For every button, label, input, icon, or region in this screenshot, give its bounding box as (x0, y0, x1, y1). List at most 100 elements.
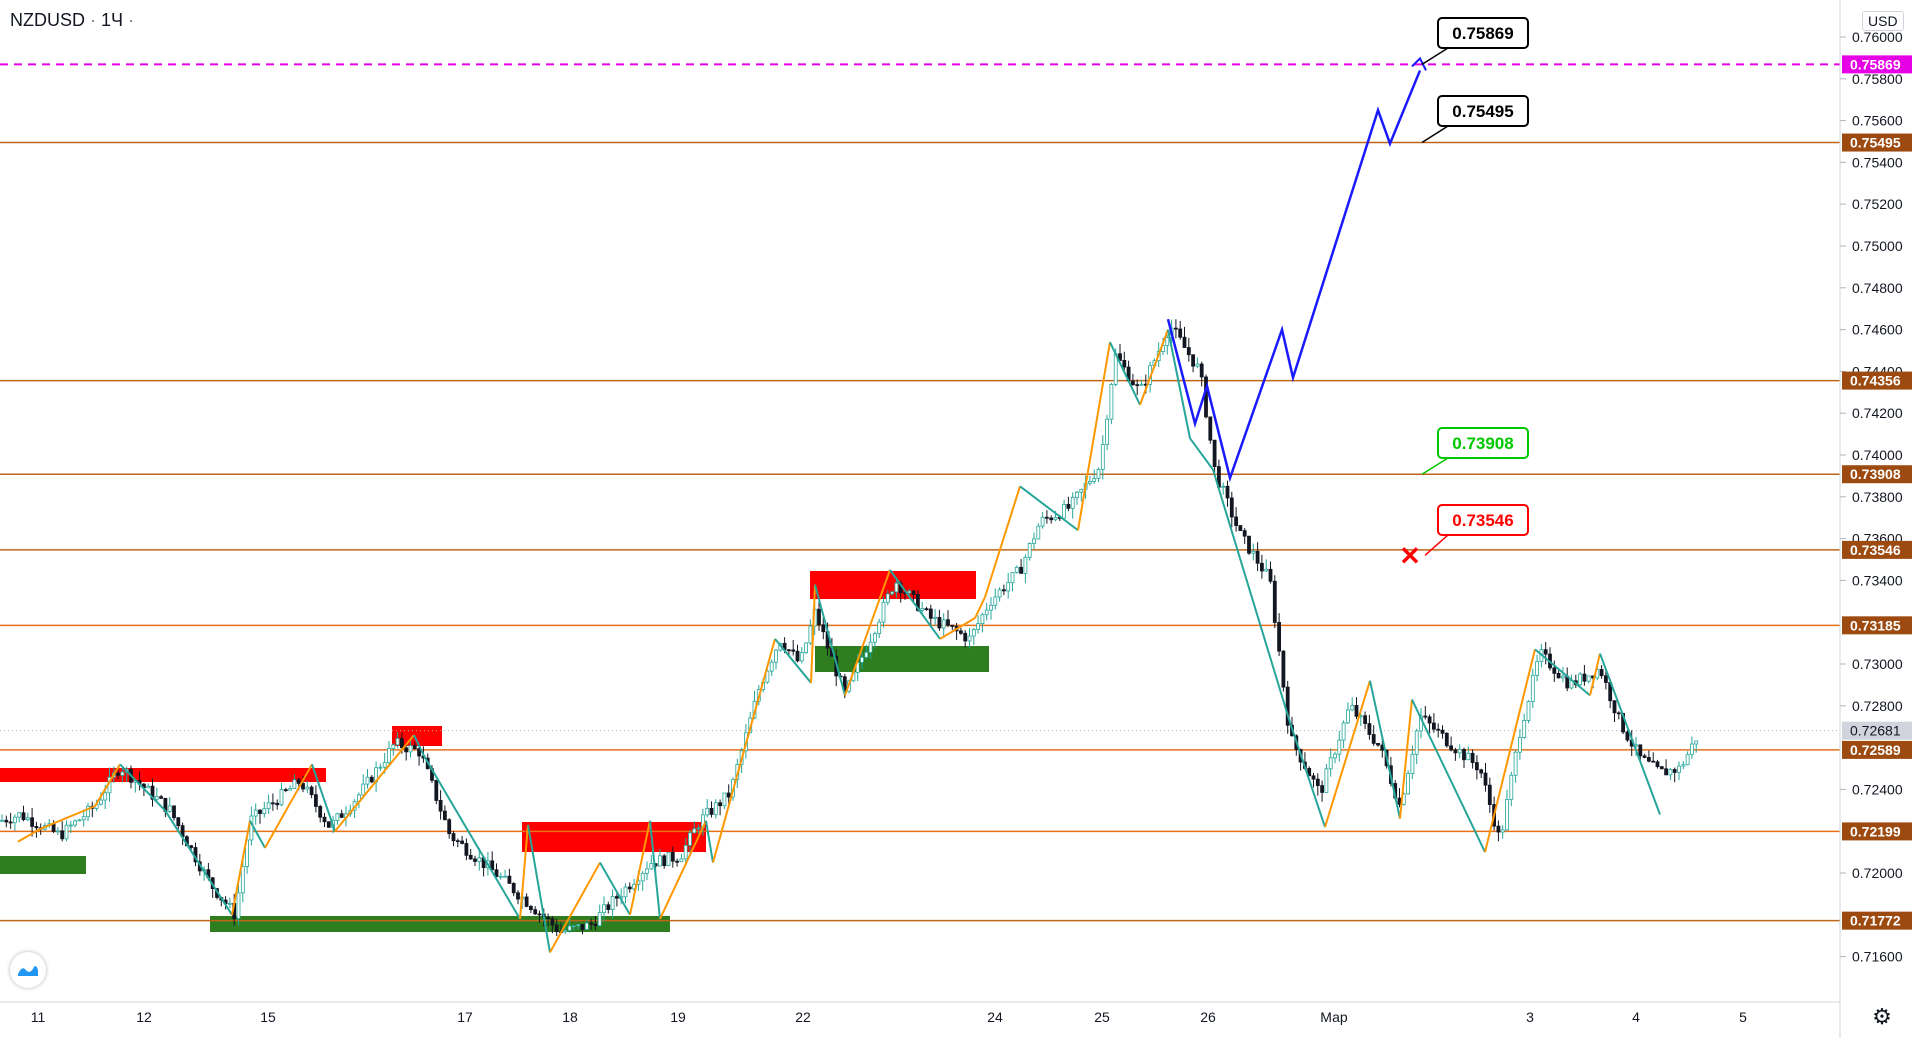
candle-body (696, 827, 701, 830)
support-zone[interactable] (815, 646, 989, 672)
y-tick-label: 0.74600 (1852, 322, 1903, 338)
callout-pointer (1421, 47, 1449, 66)
zigzag-segment (17, 828, 41, 843)
x-tick-label: 19 (670, 1009, 686, 1025)
candle-body (21, 812, 26, 821)
x-tick-label: 26 (1200, 1009, 1216, 1025)
candle-body (1681, 764, 1686, 767)
candle-body (395, 738, 400, 746)
candle-body (1199, 363, 1204, 378)
candle-body (1556, 672, 1561, 679)
candle-body (576, 924, 581, 927)
resistance-zone[interactable] (522, 822, 706, 852)
candle-body (1131, 380, 1135, 386)
x-tick-label: 12 (136, 1009, 152, 1025)
candle-body (1242, 530, 1247, 537)
level-price-label: 0.73185 (1850, 617, 1901, 633)
resistance-zone[interactable] (0, 768, 326, 782)
currency-label[interactable]: USD (1862, 11, 1904, 31)
level-price-label: 0.74356 (1850, 373, 1901, 389)
y-tick-label: 0.75600 (1852, 113, 1903, 129)
level-price-tag (1842, 616, 1912, 635)
level-price-label: 0.71772 (1850, 913, 1901, 929)
candle-body (1070, 496, 1075, 509)
candle-body (1260, 562, 1264, 572)
callout-box[interactable] (1437, 95, 1529, 127)
candle-body (30, 817, 35, 827)
zigzag-segment (1077, 341, 1111, 531)
candle-body (705, 807, 710, 816)
candle-body (1410, 753, 1415, 775)
candle-body (266, 802, 271, 810)
y-tick-label: 0.75000 (1852, 238, 1903, 254)
candle-body (172, 805, 176, 819)
zigzag-segment (705, 820, 714, 863)
symbol-name[interactable]: NZDUSD (10, 10, 85, 30)
candle-body (1225, 485, 1230, 499)
candle-body (1221, 485, 1226, 488)
candle-body (666, 852, 671, 867)
candle-body (468, 854, 473, 860)
candle-body (1186, 347, 1191, 356)
candle-body (610, 896, 615, 910)
candle-body (920, 608, 925, 611)
candle-body (795, 650, 800, 662)
settings-gear-icon[interactable]: ⚙ (1872, 1004, 1892, 1029)
candle-body (1625, 731, 1630, 741)
zigzag-segment (1109, 341, 1141, 406)
candle-body (404, 747, 409, 753)
zigzag-segment (974, 596, 986, 619)
candle-body (253, 809, 258, 817)
candle-body (1470, 752, 1475, 763)
callout-label: 0.75869 (1452, 24, 1513, 43)
candle-body (473, 858, 477, 862)
y-tick-label: 0.74800 (1852, 280, 1903, 296)
callout-label: 0.75495 (1452, 102, 1513, 121)
candle-body (868, 641, 873, 653)
level-price-tag (1842, 911, 1912, 930)
candle-body (1586, 675, 1591, 682)
forecast-path[interactable] (1166, 69, 1422, 483)
candle-body (911, 590, 916, 595)
candle-body (99, 799, 103, 805)
callout-box[interactable] (1437, 427, 1529, 459)
candle-body (1229, 497, 1234, 518)
candle-body (679, 858, 684, 863)
candle-body (1479, 769, 1484, 774)
candle-body (1466, 752, 1471, 761)
y-tick-label: 0.72000 (1852, 865, 1903, 881)
candle-body (1100, 444, 1105, 470)
tradingview-logo-icon[interactable] (10, 952, 46, 988)
candle-body (1552, 667, 1557, 674)
candle-body (339, 813, 344, 818)
forecast-arrowhead (1411, 56, 1427, 71)
candle-body (146, 785, 151, 789)
candle-body (683, 844, 688, 860)
callout-box[interactable] (1437, 504, 1529, 536)
candle-body (1367, 723, 1372, 735)
candle-body (1272, 580, 1277, 623)
candle-body (726, 792, 731, 798)
candle-body (584, 922, 589, 930)
candle-body (804, 642, 808, 653)
candle-body (150, 785, 155, 800)
candle-body (658, 855, 662, 867)
candle-body (1062, 503, 1066, 519)
candle-body (1423, 715, 1428, 718)
support-zone[interactable] (0, 856, 86, 874)
candle-body (1264, 568, 1269, 572)
candle-body (86, 805, 90, 818)
zigzag-segment (119, 763, 166, 811)
zigzag-segment (231, 820, 251, 915)
candle-body (662, 855, 667, 867)
zigzag-segment (334, 734, 415, 832)
candle-body (774, 649, 778, 663)
candle-body (524, 896, 529, 907)
callout-box[interactable] (1437, 17, 1529, 49)
symbol-header: NZDUSD · 1Ч · (10, 10, 134, 31)
zigzag-segment (1139, 329, 1169, 406)
timeframe-label[interactable]: 1Ч (101, 10, 124, 30)
candle-body (1647, 757, 1651, 762)
